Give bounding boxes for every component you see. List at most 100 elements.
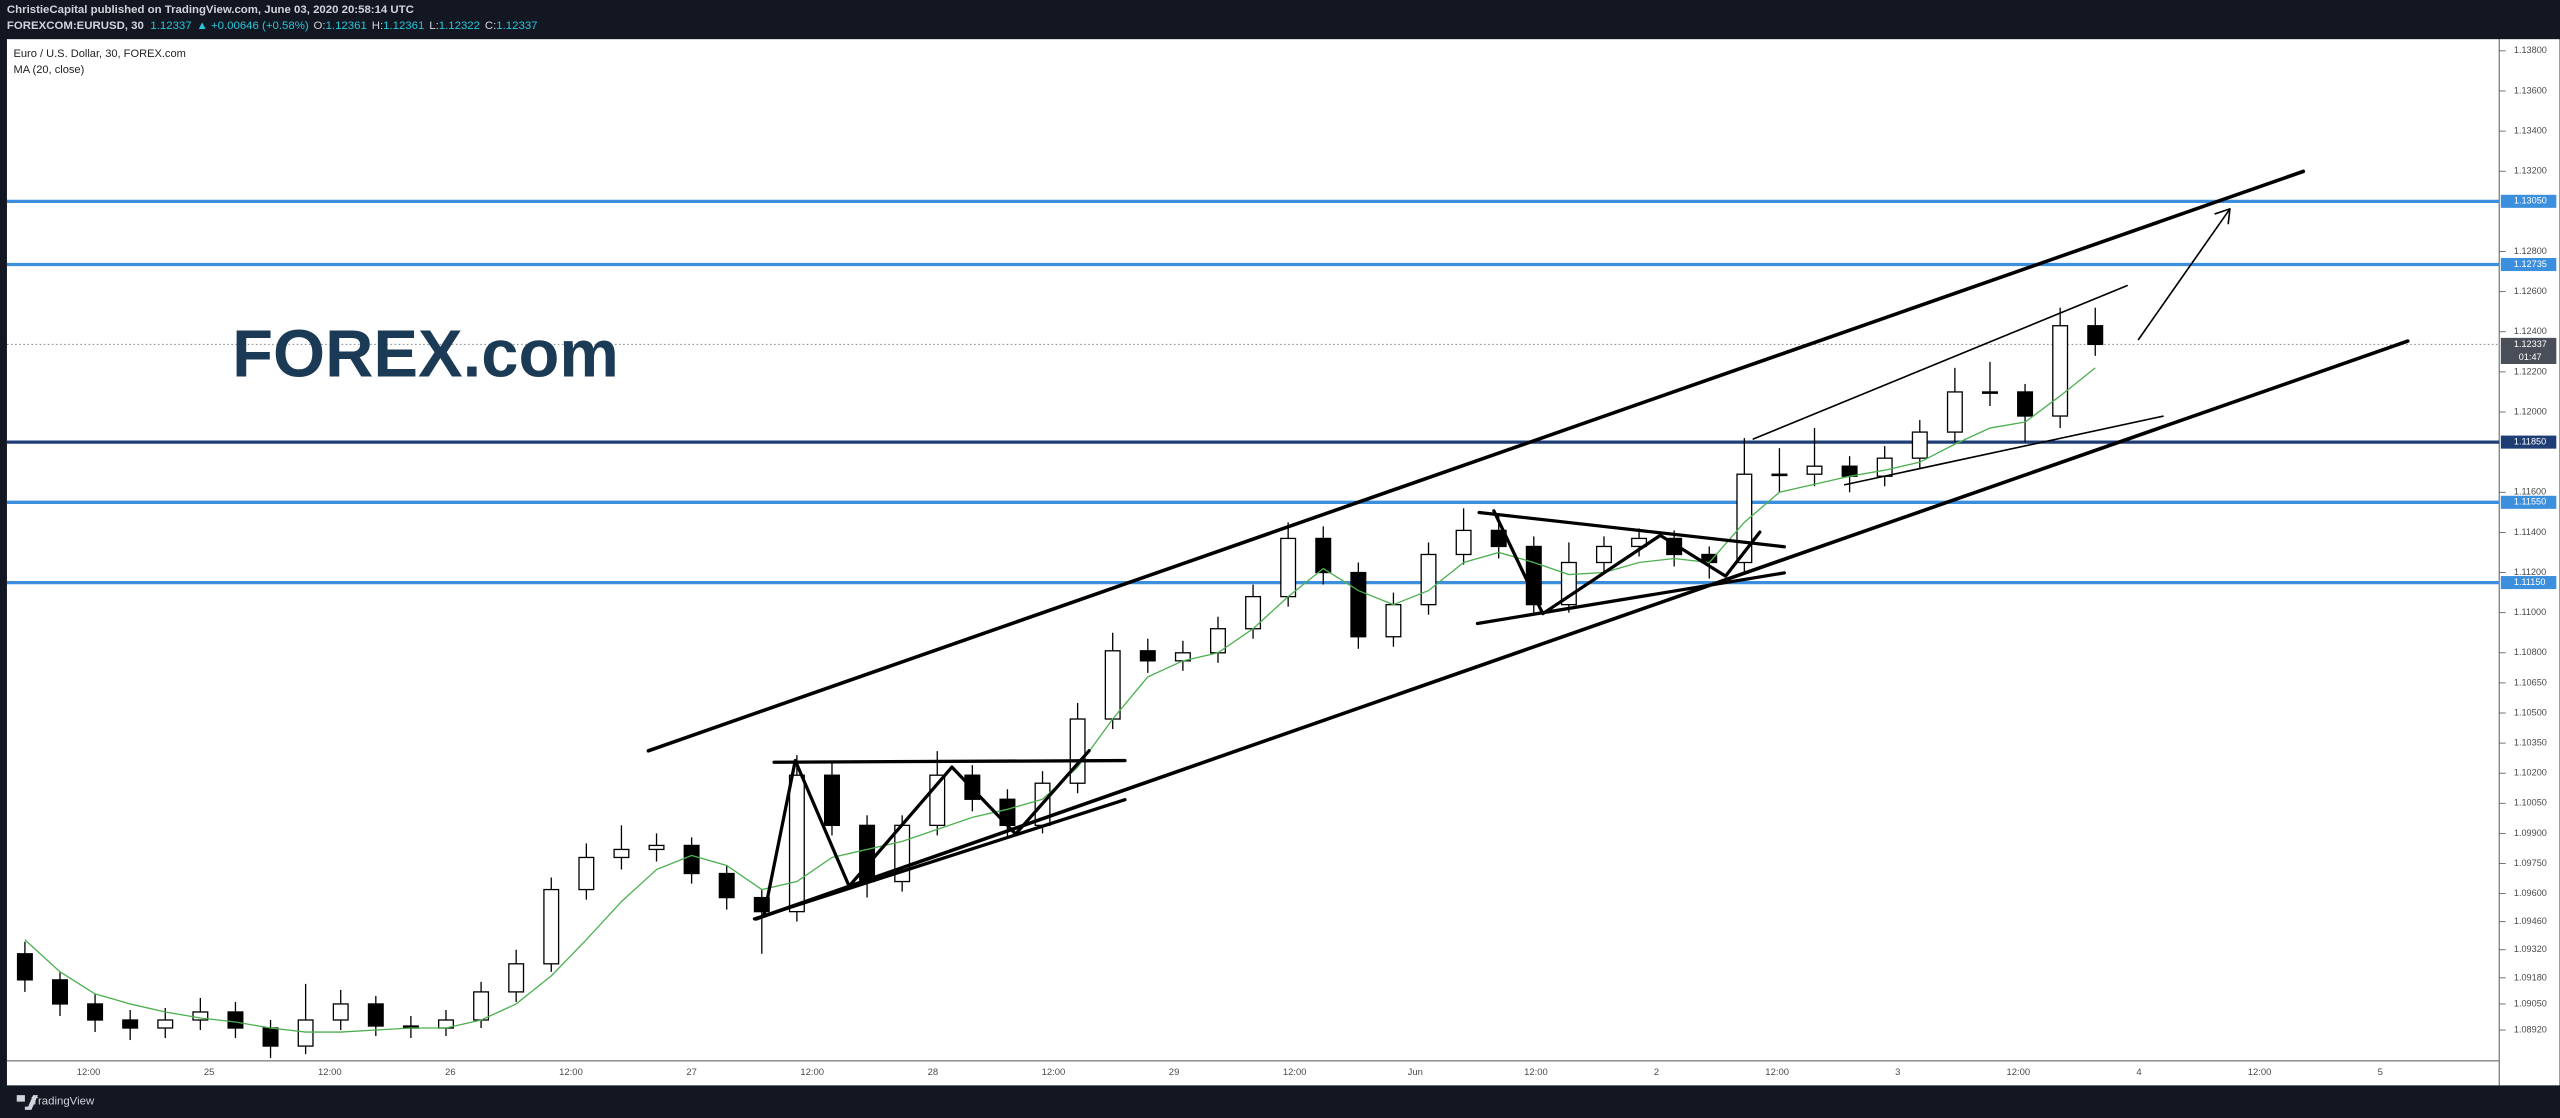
- candle-body: [1946, 391, 1963, 433]
- candle-body: [1385, 603, 1402, 638]
- quote-label: L:: [429, 20, 439, 32]
- y-tick-label: 1.10200: [2514, 768, 2547, 778]
- legend-entry: MA (20, close): [13, 64, 84, 76]
- x-tick-label: 3: [1895, 1067, 1900, 1078]
- y-tick-label: 1.12400: [2514, 326, 2547, 336]
- footer: TradingView: [16, 1095, 95, 1110]
- quote-label: H:: [372, 20, 383, 32]
- y-tick-label: 1.13200: [2514, 166, 2547, 176]
- symbol: FOREXCOM:EURUSD, 30: [7, 20, 144, 32]
- arrow-head: [2214, 208, 2231, 225]
- axes: 1.13800 1.13600 1.13400 1.13200 1.12800 1.126…: [77, 45, 2557, 1078]
- x-tick-label: 28: [928, 1067, 939, 1078]
- x-tick-label: 12:00: [2007, 1067, 2031, 1078]
- level-label-box: [2500, 495, 2557, 509]
- candle-body: [1911, 431, 1928, 459]
- candle-body: [87, 1003, 104, 1021]
- resistance-line: [772, 758, 1127, 764]
- footer-logo: [16, 1095, 38, 1110]
- candle-body: [332, 1003, 349, 1021]
- y-tick-label: 1.11000: [2514, 607, 2546, 617]
- y-tick-label: 1.09600: [2514, 888, 2547, 898]
- y-tick-label: 1.12200: [2514, 366, 2547, 376]
- y-tick-label: 1.12600: [2514, 286, 2547, 296]
- y-tick-label: 1.09320: [2514, 944, 2547, 954]
- candle-body: [1139, 650, 1156, 662]
- candle-body: [473, 991, 490, 1021]
- y-tick-label: 1.09180: [2514, 972, 2547, 982]
- candle-body: [1315, 537, 1332, 574]
- quote-value: 1.12361: [383, 20, 424, 32]
- candle-body: [262, 1027, 279, 1047]
- change: ▲ +0.00646 (+0.58%): [197, 20, 309, 32]
- y-tick-label: 1.11400: [2514, 527, 2546, 537]
- candle-body: [297, 1019, 314, 1047]
- candle-body: [1806, 465, 1823, 475]
- candle-body: [2087, 325, 2104, 346]
- watermark-text: FOREX.com: [232, 317, 619, 392]
- chart-title: Euro / U.S. Dollar, 30, FOREX.com: [13, 48, 185, 60]
- y-tick-label: 1.10650: [2514, 677, 2547, 687]
- candle-body: [367, 1003, 384, 1027]
- triangle-lower: [1475, 571, 1786, 626]
- level-label: 1.11850: [2514, 437, 2546, 447]
- candle-body: [1455, 529, 1472, 556]
- y-tick-label: 1.12000: [2514, 406, 2547, 416]
- y-tick-label: 1.13600: [2514, 85, 2547, 95]
- candle-body: [1631, 537, 1648, 548]
- candle-body: [1981, 391, 1998, 394]
- x-tick-label: 4: [2136, 1067, 2141, 1078]
- x-tick-label: 12:00: [1524, 1067, 1548, 1078]
- candle-body: [157, 1019, 174, 1029]
- plot: [6, 199, 2500, 1059]
- candle-body: [2017, 391, 2034, 417]
- level-label-box: [2500, 435, 2557, 449]
- quote-label: C:: [485, 20, 496, 32]
- level-label: 1.11550: [2514, 497, 2546, 507]
- y-tick-label: 1.09750: [2514, 858, 2547, 868]
- candle-body: [683, 844, 700, 875]
- candle-body: [16, 953, 33, 981]
- candle-body: [122, 1019, 139, 1029]
- y-tick-label: 1.10350: [2514, 737, 2547, 747]
- candle-body: [1069, 718, 1086, 784]
- publisher: ChristieCapital published on TradingView…: [7, 4, 414, 16]
- x-tick-label: 12:00: [77, 1067, 101, 1078]
- candle-body: [823, 774, 840, 827]
- x-tick-label: Jun: [1408, 1067, 1423, 1078]
- x-tick-label: 12:00: [1765, 1067, 1789, 1078]
- drawings: [646, 169, 2410, 921]
- candle-body: [648, 844, 665, 851]
- candle-body: [192, 1011, 209, 1021]
- level-label-box: [2500, 576, 2557, 590]
- x-tick-label: 29: [1169, 1067, 1180, 1078]
- quote-value: 1.12322: [439, 20, 480, 32]
- y-tick-label: 1.11600: [2514, 487, 2546, 497]
- level-label: 1.11150: [2514, 577, 2546, 587]
- x-tick-label: 12:00: [800, 1067, 824, 1078]
- y-tick-label: 1.12800: [2514, 246, 2547, 256]
- x-tick-label: 12:00: [559, 1067, 583, 1078]
- x-tick-label: 25: [204, 1067, 215, 1078]
- y-tick-label: 1.09460: [2514, 916, 2547, 926]
- y-tick-label: 1.11200: [2514, 567, 2546, 577]
- y-tick-label: 1.13400: [2514, 126, 2547, 136]
- x-tick-label: 12:00: [2248, 1067, 2272, 1078]
- channel-upper: [646, 169, 2306, 753]
- y-tick-label: 1.13800: [2514, 45, 2547, 55]
- candle-body: [1876, 457, 1893, 477]
- candle-body: [613, 848, 630, 859]
- level-label-box: [2500, 194, 2557, 208]
- candle-body: [1771, 473, 1788, 477]
- wedge-upper: [1752, 284, 2128, 440]
- level-label: 1.12735: [2514, 259, 2547, 269]
- quote-value: 1.12337: [496, 20, 537, 32]
- candle-body: [51, 979, 68, 1005]
- level-label-box: [2500, 258, 2557, 272]
- last-price-label: 1.12337: [2514, 339, 2547, 349]
- wedge-lower: [1843, 415, 2164, 486]
- y-tick-label: 1.10800: [2514, 647, 2547, 657]
- x-tick-label: 12:00: [1283, 1067, 1307, 1078]
